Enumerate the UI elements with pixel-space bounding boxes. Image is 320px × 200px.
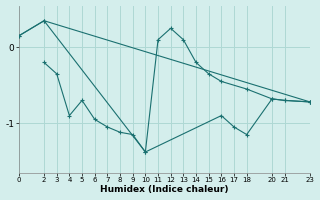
X-axis label: Humidex (Indice chaleur): Humidex (Indice chaleur) bbox=[100, 185, 228, 194]
